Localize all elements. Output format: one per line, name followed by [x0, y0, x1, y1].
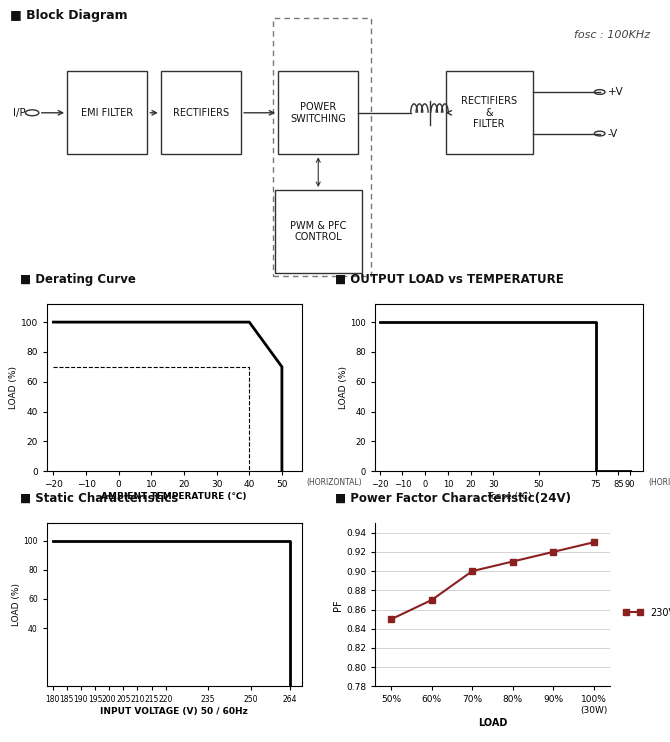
Text: (HORIZONTAL): (HORIZONTAL): [649, 478, 670, 487]
Bar: [275, 190, 362, 273]
Bar: [446, 71, 533, 154]
Text: PWM & PFC
CONTROL: PWM & PFC CONTROL: [290, 220, 346, 243]
Line: 230V: 230V: [388, 539, 597, 623]
Text: I/P: I/P: [13, 108, 25, 118]
X-axis label: Tcase (℃): Tcase (℃): [487, 492, 531, 501]
Text: ■ OUTPUT LOAD vs TEMPERATURE: ■ OUTPUT LOAD vs TEMPERATURE: [335, 272, 563, 286]
Bar: [67, 71, 147, 154]
Text: (HORIZONTAL): (HORIZONTAL): [307, 478, 362, 487]
Text: ■ Static Characteristics: ■ Static Characteristics: [20, 491, 178, 505]
Text: ■ Derating Curve: ■ Derating Curve: [20, 272, 136, 286]
Bar: [273, 18, 371, 276]
230V: [468, 567, 476, 576]
230V: [387, 614, 395, 623]
Y-axis label: LOAD (%): LOAD (%): [338, 367, 348, 409]
Bar: [278, 71, 358, 154]
Text: +V: +V: [608, 87, 624, 97]
Bar: [161, 71, 241, 154]
Text: RECTIFIERS: RECTIFIERS: [173, 108, 229, 118]
Y-axis label: PF: PF: [333, 599, 343, 611]
Text: fosc : 100KHz: fosc : 100KHz: [574, 30, 650, 39]
Y-axis label: LOAD (%): LOAD (%): [9, 367, 18, 409]
230V: [427, 596, 436, 605]
Text: -V: -V: [608, 128, 618, 139]
230V: [590, 538, 598, 547]
Text: POWER
SWITCHING: POWER SWITCHING: [290, 102, 346, 124]
Text: ■ Block Diagram: ■ Block Diagram: [10, 9, 128, 22]
Text: RECTIFIERS
&
FILTER: RECTIFIERS & FILTER: [461, 96, 517, 129]
X-axis label: INPUT VOLTAGE (V) 50 / 60Hz: INPUT VOLTAGE (V) 50 / 60Hz: [100, 707, 248, 716]
230V: [509, 557, 517, 566]
Text: EMI FILTER: EMI FILTER: [81, 108, 133, 118]
X-axis label: LOAD: LOAD: [478, 718, 507, 728]
Y-axis label: LOAD (%): LOAD (%): [11, 583, 21, 626]
230V: [549, 548, 557, 556]
Text: ■ Power Factor Characteristic(24V): ■ Power Factor Characteristic(24V): [335, 491, 571, 505]
Legend: 230V: 230V: [619, 604, 670, 622]
X-axis label: AMBIENT TEMPERATURE (℃): AMBIENT TEMPERATURE (℃): [101, 492, 247, 501]
